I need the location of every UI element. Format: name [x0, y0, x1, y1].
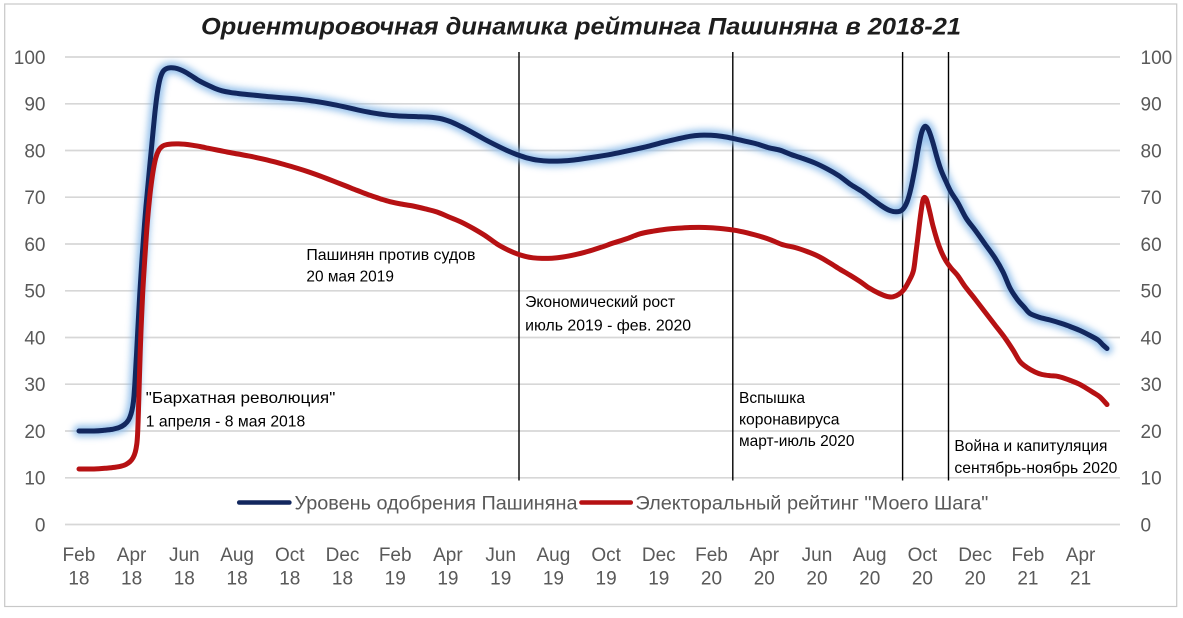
svg-text:Jun: Jun: [802, 545, 833, 566]
svg-text:50: 50: [24, 282, 45, 303]
svg-text:Электоральный рейтинг "Моего Ш: Электоральный рейтинг "Моего Шага": [635, 494, 988, 515]
svg-text:Apr: Apr: [750, 545, 780, 566]
svg-text:Feb: Feb: [63, 545, 96, 566]
svg-text:Jun: Jun: [485, 545, 516, 566]
svg-text:80: 80: [24, 141, 45, 162]
svg-text:50: 50: [1141, 282, 1162, 303]
svg-text:60: 60: [24, 235, 45, 256]
svg-text:21: 21: [1070, 569, 1091, 590]
svg-text:"Бархатная революция": "Бархатная революция": [146, 390, 335, 407]
svg-text:90: 90: [24, 95, 45, 116]
svg-text:Aug: Aug: [853, 545, 887, 566]
svg-text:Oct: Oct: [908, 545, 938, 566]
svg-text:30: 30: [24, 375, 45, 396]
svg-text:18: 18: [227, 569, 248, 590]
svg-text:18: 18: [68, 569, 89, 590]
svg-text:19: 19: [596, 569, 617, 590]
svg-text:Oct: Oct: [591, 545, 621, 566]
svg-text:10: 10: [1141, 469, 1162, 490]
svg-text:Apr: Apr: [1066, 545, 1096, 566]
svg-text:Dec: Dec: [958, 545, 992, 566]
svg-text:Dec: Dec: [642, 545, 676, 566]
svg-text:коронавируса: коронавируса: [739, 412, 840, 429]
svg-text:июль 2019 - фев. 2020: июль 2019 - фев. 2020: [525, 318, 691, 335]
svg-text:сентябрь-ноябрь 2020: сентябрь-ноябрь 2020: [954, 460, 1117, 477]
svg-text:19: 19: [648, 569, 669, 590]
svg-text:30: 30: [1141, 375, 1162, 396]
svg-text:Война и капитуляция: Война и капитуляция: [954, 438, 1107, 455]
svg-text:20: 20: [806, 569, 827, 590]
svg-text:Ориентировочная динамика рейти: Ориентировочная динамика рейтинга Пашиня…: [201, 14, 961, 41]
svg-text:Пашинян против судов: Пашинян против судов: [306, 247, 475, 264]
svg-text:19: 19: [437, 569, 458, 590]
svg-text:70: 70: [24, 188, 45, 209]
svg-text:40: 40: [1141, 328, 1162, 349]
svg-text:Экономический рост: Экономический рост: [525, 294, 676, 311]
svg-text:Apr: Apr: [433, 545, 463, 566]
svg-text:20: 20: [965, 569, 986, 590]
svg-text:1 апреля - 8 мая 2018: 1 апреля - 8 мая 2018: [146, 414, 306, 431]
svg-text:Feb: Feb: [1012, 545, 1045, 566]
svg-text:18: 18: [332, 569, 353, 590]
svg-text:90: 90: [1141, 95, 1162, 116]
svg-text:100: 100: [14, 48, 46, 69]
svg-text:21: 21: [1017, 569, 1038, 590]
svg-text:20: 20: [701, 569, 722, 590]
svg-text:20: 20: [912, 569, 933, 590]
svg-text:19: 19: [543, 569, 564, 590]
svg-text:20: 20: [24, 422, 45, 443]
svg-text:20 мая 2019: 20 мая 2019: [306, 269, 394, 286]
svg-text:19: 19: [490, 569, 511, 590]
svg-text:Уровень одобрения Пашиняна: Уровень одобрения Пашиняна: [295, 494, 578, 515]
svg-text:20: 20: [754, 569, 775, 590]
svg-text:18: 18: [174, 569, 195, 590]
svg-text:18: 18: [279, 569, 300, 590]
svg-text:80: 80: [1141, 141, 1162, 162]
svg-text:Apr: Apr: [117, 545, 147, 566]
svg-text:Feb: Feb: [695, 545, 728, 566]
svg-text:19: 19: [385, 569, 406, 590]
svg-text:Aug: Aug: [220, 545, 254, 566]
svg-text:Aug: Aug: [536, 545, 570, 566]
svg-text:Feb: Feb: [379, 545, 412, 566]
svg-text:100: 100: [1141, 48, 1173, 69]
svg-text:18: 18: [121, 569, 142, 590]
svg-text:0: 0: [1141, 515, 1152, 536]
svg-text:60: 60: [1141, 235, 1162, 256]
svg-text:20: 20: [1141, 422, 1162, 443]
svg-text:Oct: Oct: [275, 545, 305, 566]
svg-text:0: 0: [35, 515, 46, 536]
svg-text:Jun: Jun: [169, 545, 200, 566]
svg-text:Вспышка: Вспышка: [739, 390, 805, 407]
svg-text:20: 20: [859, 569, 880, 590]
svg-text:10: 10: [24, 469, 45, 490]
svg-text:70: 70: [1141, 188, 1162, 209]
svg-text:40: 40: [24, 328, 45, 349]
svg-text:Dec: Dec: [326, 545, 360, 566]
svg-text:март-июль 2020: март-июль 2020: [739, 433, 855, 450]
